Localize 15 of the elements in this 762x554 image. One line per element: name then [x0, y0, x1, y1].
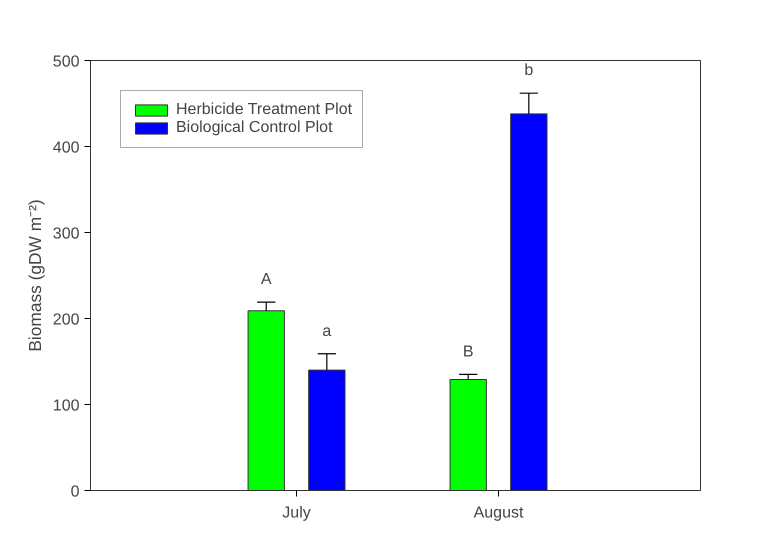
- annotation: A: [260, 271, 272, 288]
- legend-label: Herbicide Treatment Plot: [176, 101, 352, 119]
- annotation: a: [322, 322, 332, 340]
- y-tick-label: 300: [52, 226, 80, 242]
- annotation: B: [462, 343, 474, 360]
- legend-label: Biological Control Plot: [176, 119, 333, 137]
- annotation: b: [524, 62, 534, 80]
- y-tick-label: 200: [52, 312, 80, 328]
- x-tick-label: August: [474, 504, 524, 522]
- y-axis-title: Biomass (gDW m⁻²): [24, 199, 45, 352]
- x-tick-label: July: [282, 504, 311, 522]
- y-tick-label: 100: [52, 398, 80, 414]
- y-tick-label: 400: [52, 140, 80, 156]
- y-tick-label: 0: [70, 484, 80, 500]
- y-tick-label: 500: [52, 54, 80, 70]
